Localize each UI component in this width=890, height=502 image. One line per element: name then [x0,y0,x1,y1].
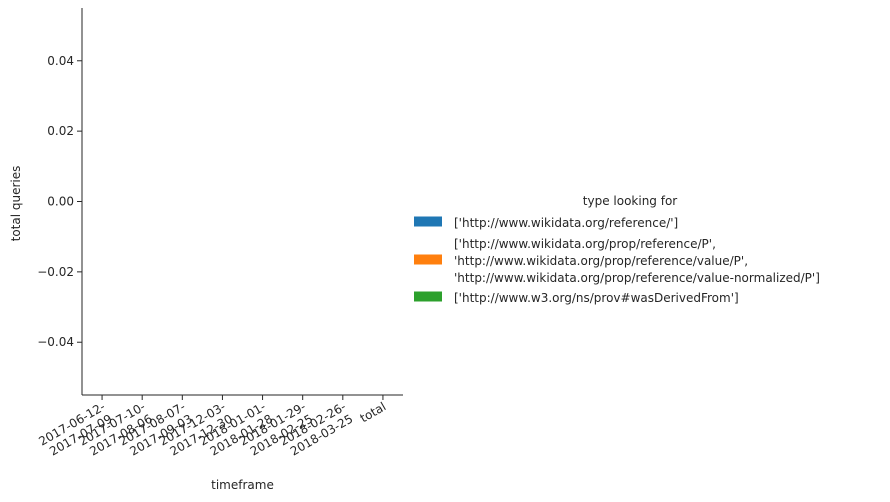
y-tick-label: −0.04 [37,335,74,349]
ticks: −0.04−0.020.000.020.042017-06-12-2017-07… [36,54,389,459]
legend-label: 'http://www.wikidata.org/prop/reference/… [454,254,748,268]
legend-swatch [414,254,442,265]
y-axis-label: total queries [9,166,23,242]
legend-swatch [414,216,442,227]
legend-label: ['http://www.w3.org/ns/prov#wasDerivedFr… [454,291,739,305]
axes [81,8,403,396]
y-tick-label: 0.02 [47,124,74,138]
y-tick-label: 0.04 [47,54,74,68]
y-tick-label: 0.00 [47,195,74,209]
legend-label: 'http://www.wikidata.org/prop/reference/… [454,271,820,285]
x-axis-label: timeframe [211,478,274,492]
y-tick-label: −0.02 [37,265,74,279]
legend-title: type looking for [583,194,678,208]
legend: type looking for ['http://www.wikidata.o… [414,194,820,305]
legend-label: ['http://www.wikidata.org/prop/reference… [454,237,716,251]
legend-label: ['http://www.wikidata.org/reference/'] [454,216,678,230]
x-tick-label: total [358,399,389,425]
x-tick-label-line: total [358,399,389,425]
legend-swatch [414,291,442,302]
